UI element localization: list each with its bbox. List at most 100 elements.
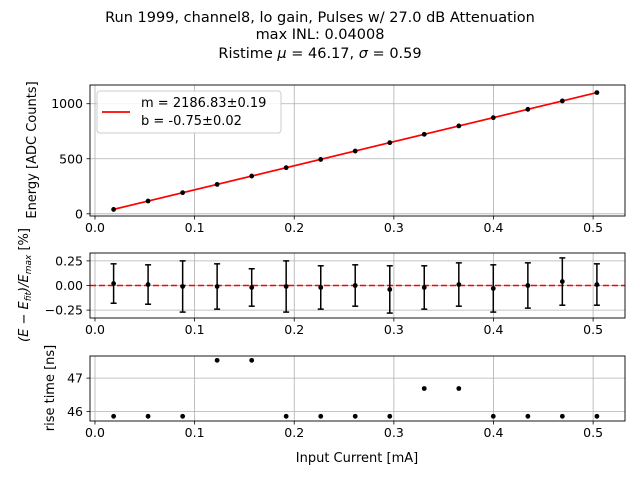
energy-data-point: [559, 98, 565, 104]
title-mu-symbol: μ: [276, 46, 286, 62]
residuals-x-tick-label: 0.5: [583, 322, 603, 337]
residuals-axes-frame: [89, 252, 626, 319]
energy-axes-frame: [89, 84, 626, 217]
rise-time-data-point: [387, 413, 393, 419]
rise-time-data-point: [283, 413, 289, 419]
residuals-x-tick-label: 0.3: [384, 322, 404, 337]
rise-time-data-point: [214, 357, 220, 363]
energy-data-point: [490, 115, 496, 121]
energy-data-point: [387, 140, 393, 146]
rise-time-data-point: [249, 357, 255, 363]
rise-time-x-tick-label: 0.2: [284, 425, 304, 440]
energy-legend: m = 2186.83±0.19 b = -0.75±0.02: [96, 90, 282, 134]
residuals-y-axis-label: (E − Efit)/Emax [%]: [17, 228, 34, 342]
rise-time-data-point: [525, 413, 531, 419]
legend-box: [96, 90, 282, 134]
residuals-x-tick-label: 0.4: [484, 322, 504, 337]
x-axis-label: Input Current [mA]: [296, 451, 418, 466]
residuals-data-point: [214, 284, 220, 289]
rise-time-panel: 0.0 0.1 0.2 0.3 0.4 0.5 46 47 rise time [ns]: [43, 345, 626, 440]
energy-x-tick-label: 0.2: [284, 220, 304, 235]
energy-data-point: [525, 106, 531, 112]
energy-plot-area: [111, 90, 600, 212]
residuals-panel: 0.0 0.1 0.2 0.3 0.4 0.5 −0.25 0.00 0.25 (E − Efi…: [17, 228, 626, 342]
figure-title-line-3: Ristime μ = 46.17, σ = 0.59: [218, 46, 421, 62]
residuals-data-point: [180, 284, 186, 289]
rise-time-x-tick-label: 0.3: [384, 425, 404, 440]
res-label-unit: [%]: [17, 228, 32, 255]
residuals-data-point: [249, 285, 255, 290]
rise-time-y-axis-label: rise time [ns]: [43, 345, 58, 432]
rise-time-data-point: [318, 413, 324, 419]
residuals-data-point: [490, 286, 496, 291]
rise-time-plot-area: [111, 357, 600, 419]
residuals-data-point: [594, 282, 600, 287]
energy-data-point: [145, 198, 151, 204]
residuals-data-point: [387, 287, 393, 292]
title-mu-value: = 46.17,: [287, 46, 359, 62]
energy-x-tick-label: 0.0: [85, 220, 105, 235]
rise-time-x-tick-label: 0.0: [85, 425, 105, 440]
energy-y-axis-label: Energy [ADC Counts]: [25, 81, 40, 218]
res-label-part-1: (E − E: [17, 301, 32, 342]
rise-time-axes-frame: [89, 355, 626, 422]
residuals-x-tick-label: 0.1: [185, 322, 205, 337]
rise-time-grid: [90, 356, 625, 421]
energy-y-tick-label: 500: [59, 151, 83, 166]
residuals-data-point: [145, 282, 151, 287]
figure-title-line-2: max INL: 0.04008: [256, 27, 385, 43]
rise-time-data-point: [456, 386, 462, 391]
energy-data-point: [318, 157, 324, 162]
title-sigma-symbol: σ: [359, 46, 369, 62]
energy-ticks: 0.0 0.1 0.2 0.3 0.4 0.5 0 500 1000: [51, 96, 603, 235]
energy-data-point: [594, 90, 600, 95]
rise-time-data-point: [111, 413, 117, 419]
rise-time-data-point: [594, 413, 600, 419]
energy-y-tick-label: 1000: [51, 96, 83, 111]
rise-time-x-tick-label: 0.1: [185, 425, 205, 440]
residuals-plot-area: [90, 257, 625, 314]
residuals-data-point: [421, 285, 427, 290]
energy-panel: 0.0 0.1 0.2 0.3 0.4 0.5 0 500 1000 Energy [ADC C…: [25, 81, 626, 235]
rise-time-data-point: [421, 386, 427, 391]
energy-data-point: [352, 148, 358, 154]
energy-data-point: [421, 131, 427, 137]
energy-x-tick-label: 0.3: [384, 220, 404, 235]
energy-x-tick-label: 0.4: [484, 220, 504, 235]
legend-entry-slope: m = 2186.83±0.19: [141, 96, 266, 111]
residuals-data-point: [111, 281, 117, 286]
legend-entry-intercept: b = -0.75±0.02: [141, 114, 242, 129]
res-label-sub-fit: fit: [24, 291, 34, 301]
title-ristime-label: Ristime: [218, 46, 277, 62]
residuals-x-tick-label: 0.2: [284, 322, 304, 337]
rise-time-x-tick-label: 0.5: [583, 425, 603, 440]
energy-x-tick-label: 0.5: [583, 220, 603, 235]
energy-data-point: [180, 190, 186, 196]
residuals-data-point: [283, 284, 289, 289]
energy-x-tick-label: 0.1: [185, 220, 205, 235]
residuals-x-tick-label: 0.0: [85, 322, 105, 337]
residuals-y-tick-label: 0.25: [55, 253, 83, 268]
rise-time-x-tick-label: 0.4: [484, 425, 504, 440]
rise-time-data-point: [180, 413, 186, 419]
energy-data-point: [283, 165, 289, 171]
residuals-data-point: [525, 283, 531, 288]
res-label-part-2: )/E: [17, 274, 32, 293]
residuals-data-point: [559, 279, 565, 284]
rise-time-data-point: [352, 413, 358, 419]
residuals-data-point: [352, 283, 358, 288]
residuals-grid: [90, 253, 625, 318]
rise-time-data-point: [490, 413, 496, 419]
energy-data-point: [214, 182, 220, 187]
energy-data-point: [111, 206, 117, 212]
rise-time-y-tick-label: 47: [67, 371, 83, 386]
residuals-data-point: [456, 282, 462, 287]
rise-time-ticks: 0.0 0.1 0.2 0.3 0.4 0.5 46 47: [67, 371, 603, 440]
energy-data-point: [249, 173, 255, 179]
residuals-ticks: 0.0 0.1 0.2 0.3 0.4 0.5 −0.25 0.00 0.25: [45, 253, 603, 337]
residuals-y-tick-label: 0.00: [55, 278, 83, 293]
title-sigma-value: = 0.59: [368, 46, 422, 62]
rise-time-data-point: [145, 413, 151, 419]
rise-time-data-point: [559, 413, 565, 419]
